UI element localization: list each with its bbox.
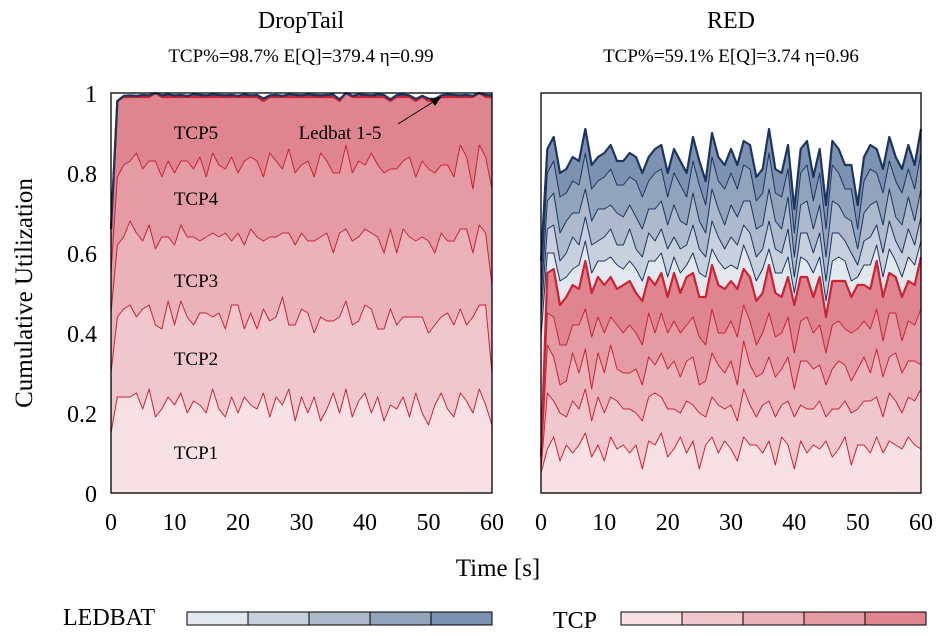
droptail-area-tcp3 bbox=[111, 221, 492, 373]
y-tick-label: 0.6 bbox=[67, 242, 97, 268]
x-tick-label: 20 bbox=[226, 510, 250, 536]
red-line-tcp4 bbox=[540, 304, 922, 462]
annotation-arrow-head bbox=[430, 97, 441, 106]
red-area-tcp5 bbox=[541, 257, 921, 461]
left-panel-subtitle: TCP%=98.7% E[Q]=379.4 η=0.99 bbox=[168, 46, 433, 67]
legend-ledbat-swatches bbox=[186, 611, 493, 626]
x-axis-label: Time [s] bbox=[456, 555, 541, 582]
x-tick-label: 30 bbox=[719, 510, 743, 536]
red-plot bbox=[539, 92, 923, 494]
left-panel-title: DropTail bbox=[258, 8, 345, 34]
right-panel-title: RED bbox=[707, 8, 755, 34]
droptail-area-tcp1 bbox=[111, 389, 492, 493]
red-line-ledbat-2 bbox=[540, 216, 922, 318]
x-tick-label: 60 bbox=[480, 510, 504, 536]
legend-ledbat-swatch-2 bbox=[247, 611, 310, 626]
x-tick-label: 60 bbox=[909, 510, 933, 536]
y-tick-label: 0.4 bbox=[67, 322, 97, 348]
red-area-ledbat-3 bbox=[541, 189, 921, 317]
legend-ledbat-swatch-4 bbox=[369, 611, 432, 626]
legend-ledbat-swatch-3 bbox=[308, 611, 371, 626]
red-line-ledbat-3 bbox=[540, 188, 922, 302]
droptail-area-tcp5 bbox=[111, 93, 492, 273]
x-tick-label: 40 bbox=[782, 510, 806, 536]
red-plot-frame bbox=[540, 92, 922, 494]
area-label-tcp2: TCP2 bbox=[174, 349, 218, 370]
area-label-tcp5: TCP5 bbox=[174, 123, 218, 144]
area-label-tcp4: TCP4 bbox=[174, 189, 219, 210]
area-label-tcp1: TCP1 bbox=[174, 443, 218, 464]
droptail-line-tcp3 bbox=[110, 220, 493, 314]
y-tick-label: 0 bbox=[85, 482, 97, 508]
droptail-line-tcp1 bbox=[110, 388, 493, 434]
droptail-line-ledbat-1-5 bbox=[109, 91, 493, 230]
red-line-ledbat-5 bbox=[539, 127, 923, 262]
legend-tcp-swatch-3 bbox=[742, 611, 805, 626]
x-tick-label: 40 bbox=[353, 510, 377, 536]
right-x-tick-labels: 0 10 20 30 40 50 60 bbox=[535, 510, 933, 536]
ledbat-annotation: Ledbat 1-5 bbox=[299, 123, 382, 144]
droptail-plot-frame bbox=[110, 92, 493, 494]
droptail-plot bbox=[109, 91, 493, 494]
y-tick-label: 0.2 bbox=[67, 402, 97, 428]
red-area-tcp1 bbox=[541, 433, 921, 493]
area-label-tcp3: TCP3 bbox=[174, 271, 218, 292]
right-panel-subtitle: TCP%=59.1% E[Q]=3.74 η=0.96 bbox=[603, 46, 859, 67]
x-tick-label: 20 bbox=[656, 510, 680, 536]
legend-ledbat-label: LEDBAT bbox=[63, 605, 155, 631]
red-area-ledbat-5 bbox=[541, 129, 921, 285]
x-tick-label: 50 bbox=[417, 510, 441, 536]
droptail-area-tcp4 bbox=[111, 145, 492, 313]
legend-tcp-swatch-1 bbox=[620, 611, 683, 626]
x-tick-label: 10 bbox=[163, 510, 187, 536]
droptail-line-tcp5 bbox=[109, 91, 492, 230]
x-tick-label: 0 bbox=[535, 510, 547, 536]
red-area-tcp2 bbox=[541, 389, 921, 473]
red-line-tcp2 bbox=[540, 388, 922, 470]
red-area-tcp4 bbox=[541, 305, 921, 465]
x-tick-label: 0 bbox=[105, 510, 117, 536]
legend-ledbat-swatch-1 bbox=[186, 611, 249, 626]
y-tick-labels: 0 0.2 0.4 0.6 0.8 1 bbox=[67, 82, 97, 508]
left-x-tick-labels: 0 10 20 30 40 50 60 bbox=[105, 510, 504, 536]
y-axis-label: Cumulative Utilization bbox=[11, 178, 38, 408]
red-area-ledbat-2 bbox=[541, 217, 921, 337]
x-tick-label: 30 bbox=[290, 510, 314, 536]
legend-tcp-swatch-4 bbox=[803, 611, 866, 626]
y-tick-label: 0.8 bbox=[67, 162, 97, 188]
red-line-tcp5 bbox=[539, 256, 923, 458]
legend-tcp-swatch-2 bbox=[681, 611, 744, 626]
red-line-ledbat-4 bbox=[540, 152, 922, 286]
red-line-tcp3 bbox=[540, 340, 922, 466]
legend-tcp-swatch-5 bbox=[864, 611, 927, 626]
y-tick-label: 1 bbox=[85, 82, 97, 108]
red-line-ledbat-1 bbox=[540, 240, 922, 338]
legend-tcp-label: TCP bbox=[553, 608, 597, 634]
droptail-line-tcp2 bbox=[110, 296, 493, 374]
legend-tcp-swatches bbox=[620, 611, 927, 626]
droptail-line-tcp4 bbox=[110, 144, 493, 274]
legend-ledbat-swatch-5 bbox=[430, 611, 493, 626]
droptail-area-tcp2 bbox=[111, 297, 492, 433]
x-tick-label: 10 bbox=[592, 510, 616, 536]
red-line-tcp1 bbox=[540, 432, 922, 474]
x-tick-label: 50 bbox=[846, 510, 870, 536]
red-area-ledbat-4 bbox=[541, 153, 921, 301]
